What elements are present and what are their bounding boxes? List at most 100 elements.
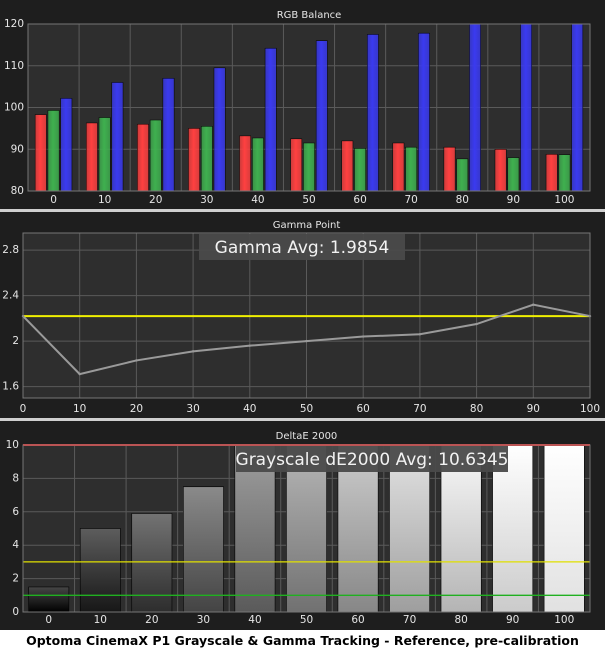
bar-blue-70 (418, 32, 430, 192)
figure-caption: Optoma CinemaX P1 Grayscale & Gamma Trac… (26, 633, 579, 648)
x-tick-label: 100 (580, 403, 600, 415)
gamma-point (362, 335, 365, 338)
bar-red-70 (392, 142, 405, 192)
x-tick-label: 100 (554, 614, 574, 626)
bar-blue-90 (520, 23, 533, 192)
gamma-point (135, 359, 138, 362)
x-tick-label: 10 (73, 403, 86, 415)
x-tick-label: 0 (50, 194, 57, 206)
bar-blue-60 (366, 34, 379, 192)
bar-red-60 (341, 140, 354, 192)
bar-de-10 (79, 528, 121, 613)
bar-green-40 (252, 137, 264, 192)
y-tick-label: 2 (12, 335, 19, 347)
annotation-label: Gamma Avg: 1.9854 (215, 238, 390, 258)
bar-de-50 (286, 444, 327, 613)
x-tick-label: 50 (300, 403, 313, 415)
bar-green-0 (47, 110, 60, 192)
bar-red-40 (239, 135, 252, 192)
annotation-label: Grayscale dE2000 Avg: 10.6345 (236, 450, 509, 470)
chart-1: RGB Balance 80 90 100 110 120 0 10 20 30 40 50 60 70 8… (4, 10, 591, 206)
bar-blue-0 (60, 98, 73, 192)
y-tick-label: 2.8 (2, 244, 19, 256)
gamma-point (191, 350, 195, 353)
y-tick-label: 4 (12, 539, 19, 551)
x-tick-label: 90 (507, 194, 520, 206)
bar-blue-30 (213, 67, 226, 192)
x-tick-label: 40 (251, 194, 264, 206)
bar-blue-10 (111, 82, 124, 192)
x-tick-label: 90 (527, 403, 540, 415)
bar-green-50 (303, 142, 315, 192)
y-tick-label: 2 (12, 573, 19, 585)
bar-green-90 (507, 157, 520, 192)
bar-blue-20 (162, 78, 175, 192)
chart-title: DeltaE 2000 (276, 431, 338, 442)
bar-green-20 (149, 119, 162, 192)
y-tick-label: 90 (11, 143, 24, 155)
x-tick-label: 10 (94, 614, 107, 626)
bar-de-60 (337, 444, 379, 613)
bar-red-100 (545, 154, 558, 192)
bar-de-100 (543, 444, 585, 613)
x-tick-label: 30 (197, 614, 210, 626)
bar-de-20 (131, 513, 173, 613)
x-tick-label: 60 (357, 403, 370, 415)
x-tick-label: 20 (145, 614, 158, 626)
x-tick-label: 20 (149, 194, 162, 206)
bar-green-10 (98, 117, 111, 192)
y-tick-label: 120 (4, 18, 24, 30)
plot-border (22, 444, 591, 613)
y-tick-label: 8 (12, 472, 19, 484)
separator-2 (0, 418, 605, 421)
gamma-point (532, 303, 535, 306)
bar-red-10 (85, 122, 98, 192)
bar-blue-80 (469, 23, 481, 192)
bar-de-30 (183, 486, 224, 613)
bar-red-50 (290, 138, 303, 192)
x-tick-label: 0 (45, 614, 52, 626)
x-tick-label: 20 (130, 403, 143, 415)
x-tick-label: 30 (186, 403, 199, 415)
y-tick-label: 2.4 (2, 290, 19, 302)
gamma-point (475, 322, 478, 326)
separator-1 (0, 209, 605, 212)
bar-blue-100 (571, 23, 584, 192)
gamma-point (78, 372, 81, 376)
bar-blue-40 (264, 47, 277, 192)
bar-de-40 (234, 444, 276, 613)
x-tick-label: 30 (200, 194, 213, 206)
y-tick-label: 0 (12, 606, 19, 618)
x-tick-label: 70 (404, 194, 417, 206)
x-tick-label: 80 (454, 614, 467, 626)
annotation-box (236, 446, 508, 472)
y-tick-label: 10 (6, 439, 19, 451)
x-tick-label: 0 (20, 403, 27, 415)
y-tick-label: 100 (4, 102, 24, 114)
gamma-point (418, 333, 422, 336)
x-tick-label: 60 (351, 614, 364, 626)
plot-border (22, 232, 591, 399)
bar-blue-50 (315, 40, 328, 192)
bar-red-90 (494, 149, 507, 192)
bar-red-80 (443, 146, 456, 192)
x-tick-label: 50 (302, 194, 315, 206)
x-tick-label: 40 (243, 403, 256, 415)
x-tick-label: 50 (300, 614, 313, 626)
x-tick-label: 100 (554, 194, 574, 206)
x-tick-label: 40 (248, 614, 261, 626)
gamma-point (248, 344, 251, 347)
x-tick-label: 70 (403, 614, 416, 626)
x-tick-label: 10 (98, 194, 111, 206)
x-tick-label: 80 (456, 194, 469, 206)
chart-title: Gamma Point (273, 220, 341, 231)
bar-green-80 (456, 158, 469, 192)
plot-border (27, 23, 591, 192)
y-tick-label: 6 (12, 506, 19, 518)
gamma-point (305, 339, 308, 343)
x-tick-label: 60 (353, 194, 366, 206)
chart-title: RGB Balance (277, 10, 342, 21)
